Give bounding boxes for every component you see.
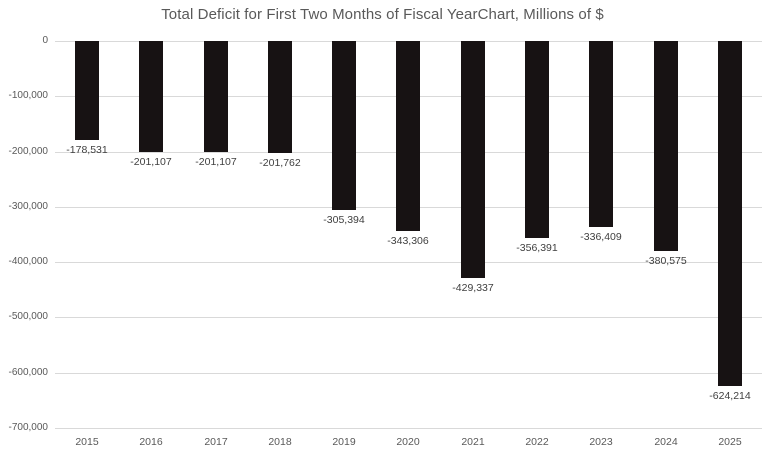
- x-axis-tick-label: 2018: [268, 436, 292, 448]
- bar-data-label: -624,214: [709, 390, 751, 402]
- chart-title: Total Deficit for First Two Months of Fi…: [161, 6, 604, 23]
- x-axis-tick-label: 2021: [461, 436, 485, 448]
- bar: [396, 41, 420, 231]
- bar: [589, 41, 613, 227]
- gridline: [55, 262, 762, 263]
- bar-data-label: -380,575: [645, 255, 687, 267]
- x-axis-tick-label: 2016: [139, 436, 163, 448]
- bar: [718, 41, 742, 386]
- bar: [525, 41, 549, 238]
- bar: [461, 41, 485, 278]
- y-axis-tick-label: -600,000: [8, 367, 48, 378]
- y-axis-tick-label: -100,000: [8, 90, 48, 101]
- y-axis-tick-label: -700,000: [8, 422, 48, 433]
- y-axis-tick-label: -300,000: [8, 201, 48, 212]
- bar-data-label: -178,531: [66, 144, 108, 156]
- x-axis-tick-label: 2022: [525, 436, 549, 448]
- bar-data-label: -336,409: [580, 231, 622, 243]
- y-axis-tick-label: -500,000: [8, 311, 48, 322]
- bar: [75, 41, 99, 140]
- x-axis-tick-label: 2025: [718, 436, 742, 448]
- bar: [204, 41, 228, 152]
- bar-data-label: -343,306: [387, 235, 429, 247]
- bar-data-label: -201,762: [259, 157, 301, 169]
- x-axis-tick-label: 2019: [332, 436, 356, 448]
- x-axis-tick-label: 2023: [589, 436, 613, 448]
- y-axis-tick-label: -200,000: [8, 146, 48, 157]
- y-axis-tick-label: -400,000: [8, 256, 48, 267]
- x-axis-tick-label: 2015: [75, 436, 99, 448]
- bar-data-label: -429,337: [452, 282, 494, 294]
- gridline: [55, 428, 762, 429]
- bar-data-label: -201,107: [130, 156, 172, 168]
- bar-data-label: -201,107: [195, 156, 237, 168]
- bar: [268, 41, 292, 153]
- x-axis-tick-label: 2024: [654, 436, 678, 448]
- bar: [654, 41, 678, 251]
- bar: [332, 41, 356, 210]
- gridline: [55, 373, 762, 374]
- y-axis-tick-label: 0: [42, 35, 48, 46]
- bar-data-label: -305,394: [323, 214, 365, 226]
- x-axis-tick-label: 2017: [204, 436, 228, 448]
- gridline: [55, 317, 762, 318]
- bar-data-label: -356,391: [516, 242, 558, 254]
- bar: [139, 41, 163, 152]
- x-axis-tick-label: 2020: [396, 436, 420, 448]
